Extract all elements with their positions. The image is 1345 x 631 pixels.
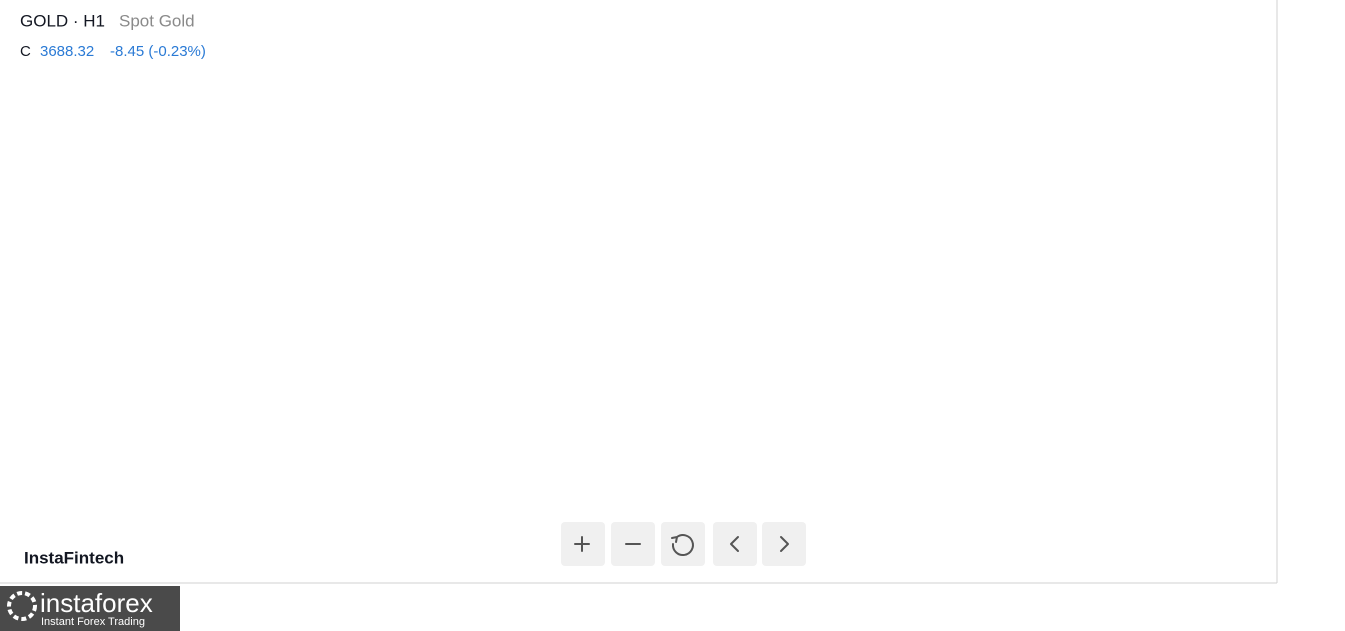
reset-button[interactable] — [661, 522, 705, 566]
change: -8.45 (-0.23%) — [110, 43, 206, 60]
zoom-in-button[interactable] — [561, 522, 605, 566]
zoom-out-button[interactable] — [611, 522, 655, 566]
logo: instaforex Instant Forex Trading — [0, 586, 180, 631]
symbol: GOLD · H1 — [20, 11, 105, 30]
subtitle: Spot Gold — [119, 11, 195, 30]
last-price: 3688.32 — [40, 43, 94, 60]
scroll-left-button[interactable] — [713, 522, 757, 566]
logo-icon — [7, 591, 37, 621]
scroll-right-button[interactable] — [762, 522, 806, 566]
price-label: C — [20, 43, 31, 60]
logo-tagline: Instant Forex Trading — [41, 616, 145, 628]
logo-text: instaforex — [40, 588, 153, 618]
watermark: InstaFintech — [24, 548, 124, 567]
